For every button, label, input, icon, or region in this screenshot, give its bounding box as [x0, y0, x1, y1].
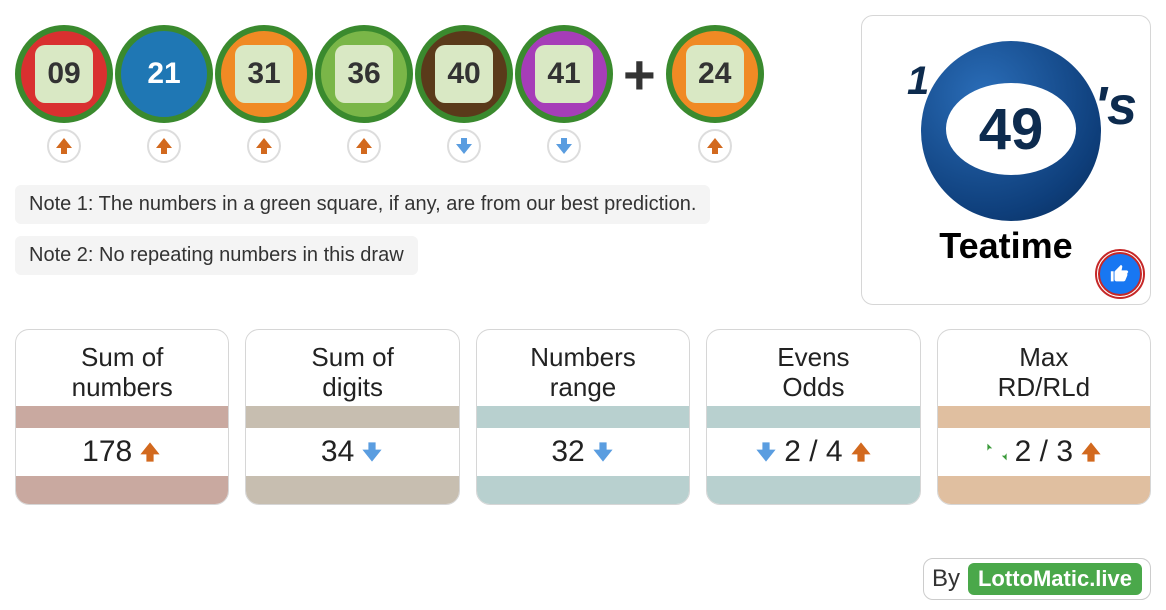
up-icon — [705, 136, 725, 156]
ball-5: 41 — [515, 25, 613, 123]
logo-box: 49 1 's Teatime — [861, 15, 1151, 305]
stat-value: 34 — [246, 428, 458, 476]
stat-title: MaxRD/RLd — [938, 340, 1150, 406]
stat-value: 178 — [16, 428, 228, 476]
note-2: Note 2: No repeating numbers in this dra… — [15, 236, 418, 275]
logo-apostrophe: 's — [1094, 75, 1137, 137]
bonus-ball: 24 — [666, 25, 764, 123]
ball-col-4: 40 — [415, 25, 513, 163]
down-icon — [454, 136, 474, 156]
balls-row: 09 21 31 36 40 — [15, 25, 861, 163]
ball-0: 09 — [15, 25, 113, 123]
ball-col-5: 41 — [515, 25, 613, 163]
like-button[interactable] — [1098, 252, 1142, 296]
thumbs-up-icon — [1109, 263, 1131, 285]
ball-col-0: 09 — [15, 25, 113, 163]
ball-number: 24 — [686, 45, 744, 103]
plus-col: + — [615, 42, 664, 147]
stat-bar-bottom — [246, 476, 458, 504]
down-icon — [360, 440, 384, 464]
stat-card-1: Sum ofdigits 34 — [245, 329, 459, 505]
ball-trend-indicator — [147, 129, 181, 163]
up-icon — [354, 136, 374, 156]
up-icon — [54, 136, 74, 156]
stat-bar-bottom — [16, 476, 228, 504]
stat-title: Sum ofdigits — [246, 340, 458, 406]
down-icon — [754, 440, 778, 464]
down-icon — [554, 136, 574, 156]
ball-1: 21 — [115, 25, 213, 123]
stat-bar-top — [707, 406, 919, 428]
up-icon — [154, 136, 174, 156]
stat-card-4: MaxRD/RLd 2 / 3 — [937, 329, 1151, 505]
ball-number: 41 — [535, 45, 593, 103]
ball-number: 40 — [435, 45, 493, 103]
up-icon — [1079, 440, 1103, 464]
ball-col-3: 36 — [315, 25, 413, 163]
stat-bar-top — [16, 406, 228, 428]
stat-bar-top — [938, 406, 1150, 428]
top-row: 09 21 31 36 40 — [15, 15, 1151, 305]
ball-trend-indicator — [447, 129, 481, 163]
stat-card-2: Numbersrange 32 — [476, 329, 690, 505]
down-icon — [591, 440, 615, 464]
logo-corner: 1 — [907, 59, 929, 104]
stat-title: EvensOdds — [707, 340, 919, 406]
logo-ball-graphic: 49 1 's — [901, 41, 1111, 221]
ball-number: 21 — [121, 31, 207, 117]
ball-number: 09 — [35, 45, 93, 103]
stat-title: Numbersrange — [477, 340, 689, 406]
ball-2: 31 — [215, 25, 313, 123]
stat-bar-bottom — [477, 476, 689, 504]
ball-4: 40 — [415, 25, 513, 123]
stat-bar-top — [246, 406, 458, 428]
ball-trend-indicator — [698, 129, 732, 163]
stat-card-3: EvensOdds 2 / 4 — [706, 329, 920, 505]
stat-bar-bottom — [938, 476, 1150, 504]
up-icon — [849, 440, 873, 464]
ball-trend-indicator — [47, 129, 81, 163]
ball-trend-indicator — [347, 129, 381, 163]
ball-col-2: 31 — [215, 25, 313, 163]
stat-bar-bottom — [707, 476, 919, 504]
balls-section: 09 21 31 36 40 — [15, 15, 861, 287]
stat-card-0: Sum ofnumbers 178 — [15, 329, 229, 505]
stat-value: 2 / 4 — [707, 428, 919, 476]
stat-value: 2 / 3 — [938, 428, 1150, 476]
ball-number: 31 — [235, 45, 293, 103]
up-icon — [254, 136, 274, 156]
stats-row: Sum ofnumbers 178 Sum ofdigits 34 Number… — [15, 329, 1151, 505]
bonus-ball-col: 24 — [666, 25, 764, 163]
stat-bar-top — [477, 406, 689, 428]
ball-3: 36 — [315, 25, 413, 123]
footer-site-badge[interactable]: LottoMatic.live — [968, 563, 1142, 595]
ball-trend-indicator — [547, 129, 581, 163]
up-icon — [138, 440, 162, 464]
recycle-icon — [985, 440, 1009, 464]
footer-by: By — [932, 565, 960, 593]
stat-title: Sum ofnumbers — [16, 340, 228, 406]
notes: Note 1: The numbers in a green square, i… — [15, 185, 861, 287]
footer-attribution: By LottoMatic.live — [923, 558, 1151, 600]
note-1: Note 1: The numbers in a green square, i… — [15, 185, 710, 224]
plus-symbol: + — [623, 42, 656, 107]
ball-trend-indicator — [247, 129, 281, 163]
logo-subtitle: Teatime — [939, 225, 1072, 267]
logo-number: 49 — [946, 83, 1076, 175]
stat-value: 32 — [477, 428, 689, 476]
ball-col-1: 21 — [115, 25, 213, 163]
ball-number: 36 — [335, 45, 393, 103]
